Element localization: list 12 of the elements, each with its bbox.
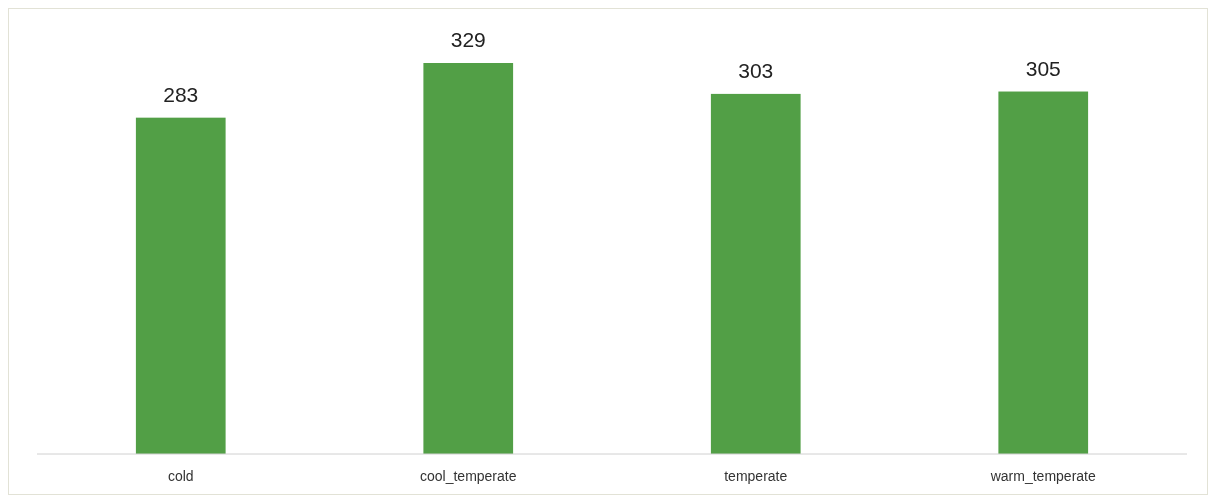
bar — [710, 93, 801, 454]
x-tick-label: cool_temperate — [419, 468, 517, 484]
data-label: 305 — [1025, 56, 1061, 80]
data-label: 283 — [163, 82, 199, 106]
bar — [135, 117, 226, 454]
x-tick-label: cold — [167, 468, 194, 484]
x-tick-label: warm_temperate — [989, 468, 1096, 484]
data-label: 329 — [450, 28, 486, 51]
x-tick-label: temperate — [724, 468, 788, 484]
data-label: 303 — [738, 58, 774, 82]
bar — [998, 91, 1089, 454]
bar — [423, 63, 514, 454]
